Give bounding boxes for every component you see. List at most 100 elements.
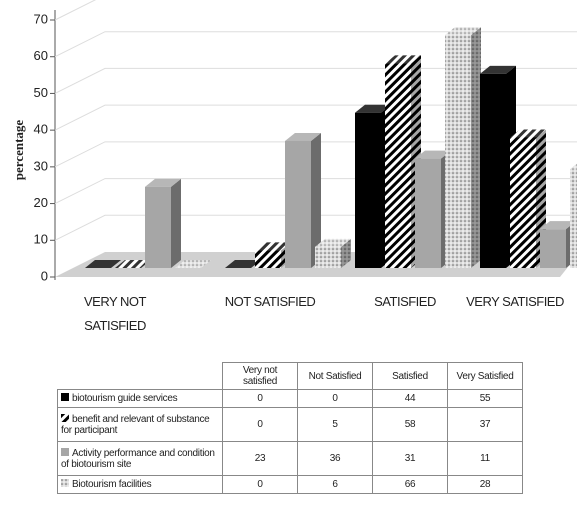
table-value: 23 bbox=[222, 441, 298, 476]
x-tick-label: SATISFIED bbox=[374, 294, 436, 309]
x-tick-label: NOT SATISFIED bbox=[224, 294, 316, 309]
legend-swatch-fill bbox=[61, 413, 69, 422]
table-value: 0 bbox=[222, 475, 298, 494]
bar-top-shade bbox=[415, 150, 451, 159]
bar-top-shade bbox=[115, 260, 151, 268]
bar-front bbox=[445, 35, 471, 268]
bar-side bbox=[311, 132, 321, 268]
legend-swatch-fill bbox=[61, 479, 69, 487]
bar-side bbox=[171, 178, 181, 268]
bar-front bbox=[145, 186, 171, 268]
bar-top-shade bbox=[175, 260, 211, 268]
bar-front bbox=[415, 158, 441, 268]
table-value: 28 bbox=[447, 475, 523, 494]
series-name-cell: benefit and relevant of substance for pa… bbox=[57, 407, 223, 442]
series-name-cell: Biotourism facilities bbox=[57, 475, 223, 494]
bar-top bbox=[385, 55, 421, 64]
table-header-cell: Very Satisfied bbox=[447, 362, 523, 390]
bar bbox=[445, 27, 481, 268]
table-value: 0 bbox=[222, 389, 298, 408]
legend-swatch-fill bbox=[61, 393, 69, 401]
table-row: Biotourism facilities 0 6 66 28 bbox=[57, 475, 523, 494]
table-value: 5 bbox=[297, 407, 373, 442]
bar-top-shade bbox=[285, 132, 321, 141]
bar-top-shade bbox=[145, 178, 181, 187]
grid-line bbox=[54, 31, 577, 58]
chart: percentage 0 10 20 30 40 50 60 70 bbox=[11, 0, 577, 283]
bar-top bbox=[285, 132, 321, 141]
y-tick-label: 30 bbox=[34, 158, 48, 173]
legend-swatch-fill bbox=[61, 447, 69, 456]
bar bbox=[85, 260, 121, 268]
bar-side-shade bbox=[341, 238, 351, 268]
bar bbox=[225, 260, 261, 268]
bar-front bbox=[355, 112, 381, 268]
table-row: Activity performance and condition of bi… bbox=[57, 441, 523, 476]
bar-top bbox=[570, 163, 577, 170]
data-table: Very not satisfied Not Satisfied Satisfied… bbox=[57, 362, 523, 494]
bar-top bbox=[145, 178, 181, 187]
bar-top-shade bbox=[315, 238, 351, 247]
table-value: 37 bbox=[447, 407, 523, 442]
bar bbox=[285, 132, 321, 268]
table-header-cell: Not Satisfied bbox=[297, 362, 373, 390]
legend-swatch bbox=[61, 413, 69, 422]
table-value: 0 bbox=[222, 407, 298, 442]
grid-line bbox=[54, 0, 97, 21]
legend-swatch bbox=[61, 447, 69, 456]
legend-label: Activity performance and condition of bi… bbox=[61, 447, 215, 470]
bar-top-shade bbox=[480, 65, 516, 74]
table-value: 55 bbox=[447, 389, 523, 408]
bar-side bbox=[471, 27, 481, 268]
legend-label: Biotourism facilities bbox=[72, 479, 152, 490]
y-tick-label: 40 bbox=[34, 122, 48, 137]
bar bbox=[175, 260, 211, 268]
bar-side bbox=[341, 238, 351, 268]
bar-top-shade bbox=[255, 242, 291, 251]
y-tick-label: 10 bbox=[34, 232, 48, 247]
bar-front bbox=[285, 140, 311, 268]
bar-top bbox=[445, 27, 481, 36]
bar-top bbox=[510, 129, 546, 138]
legend-swatch bbox=[61, 479, 69, 487]
y-tick-label: 50 bbox=[34, 85, 48, 100]
y-tick-label: 70 bbox=[34, 11, 48, 26]
bar-front bbox=[540, 229, 566, 268]
series-name-cell: Activity performance and condition of bi… bbox=[57, 441, 223, 476]
bar bbox=[315, 238, 351, 268]
bar-top bbox=[415, 150, 451, 159]
bar-top-shade bbox=[385, 55, 421, 64]
y-tick-label: 0 bbox=[41, 268, 48, 283]
bar-front bbox=[315, 246, 341, 268]
table-corner bbox=[57, 362, 223, 390]
bar-top bbox=[480, 65, 516, 74]
table-value: 36 bbox=[297, 441, 373, 476]
bar bbox=[480, 65, 516, 268]
bar-front bbox=[570, 169, 577, 268]
bar-top-shade bbox=[540, 221, 576, 230]
bar-top bbox=[255, 242, 291, 251]
bar-side-shade bbox=[311, 132, 321, 268]
bar-top-shade bbox=[85, 260, 121, 268]
table-header-row: Very not satisfied Not Satisfied Satisfied… bbox=[57, 362, 523, 390]
x-tick-label: VERY NOT SATISFIED bbox=[84, 294, 146, 333]
bar bbox=[115, 260, 151, 268]
bar-top-shade bbox=[445, 27, 481, 36]
bar-top-shade bbox=[355, 104, 391, 113]
bar-top-shade bbox=[570, 163, 577, 170]
bar-front bbox=[480, 73, 506, 268]
table-header-cell: Very not satisfied bbox=[222, 362, 298, 390]
legend-label: benefit and relevant of substance for pa… bbox=[61, 413, 210, 436]
table-row: benefit and relevant of substance for pa… bbox=[57, 407, 523, 442]
bar-front bbox=[510, 137, 536, 268]
bar-side-shade bbox=[171, 178, 181, 268]
table-value: 6 bbox=[297, 475, 373, 494]
table-value: 11 bbox=[447, 441, 523, 476]
table-value: 44 bbox=[372, 389, 448, 408]
bar-top bbox=[540, 221, 576, 230]
table-value: 31 bbox=[372, 441, 448, 476]
bar-top-shade bbox=[510, 129, 546, 138]
bar-top bbox=[115, 260, 151, 268]
bar-top bbox=[175, 260, 211, 268]
